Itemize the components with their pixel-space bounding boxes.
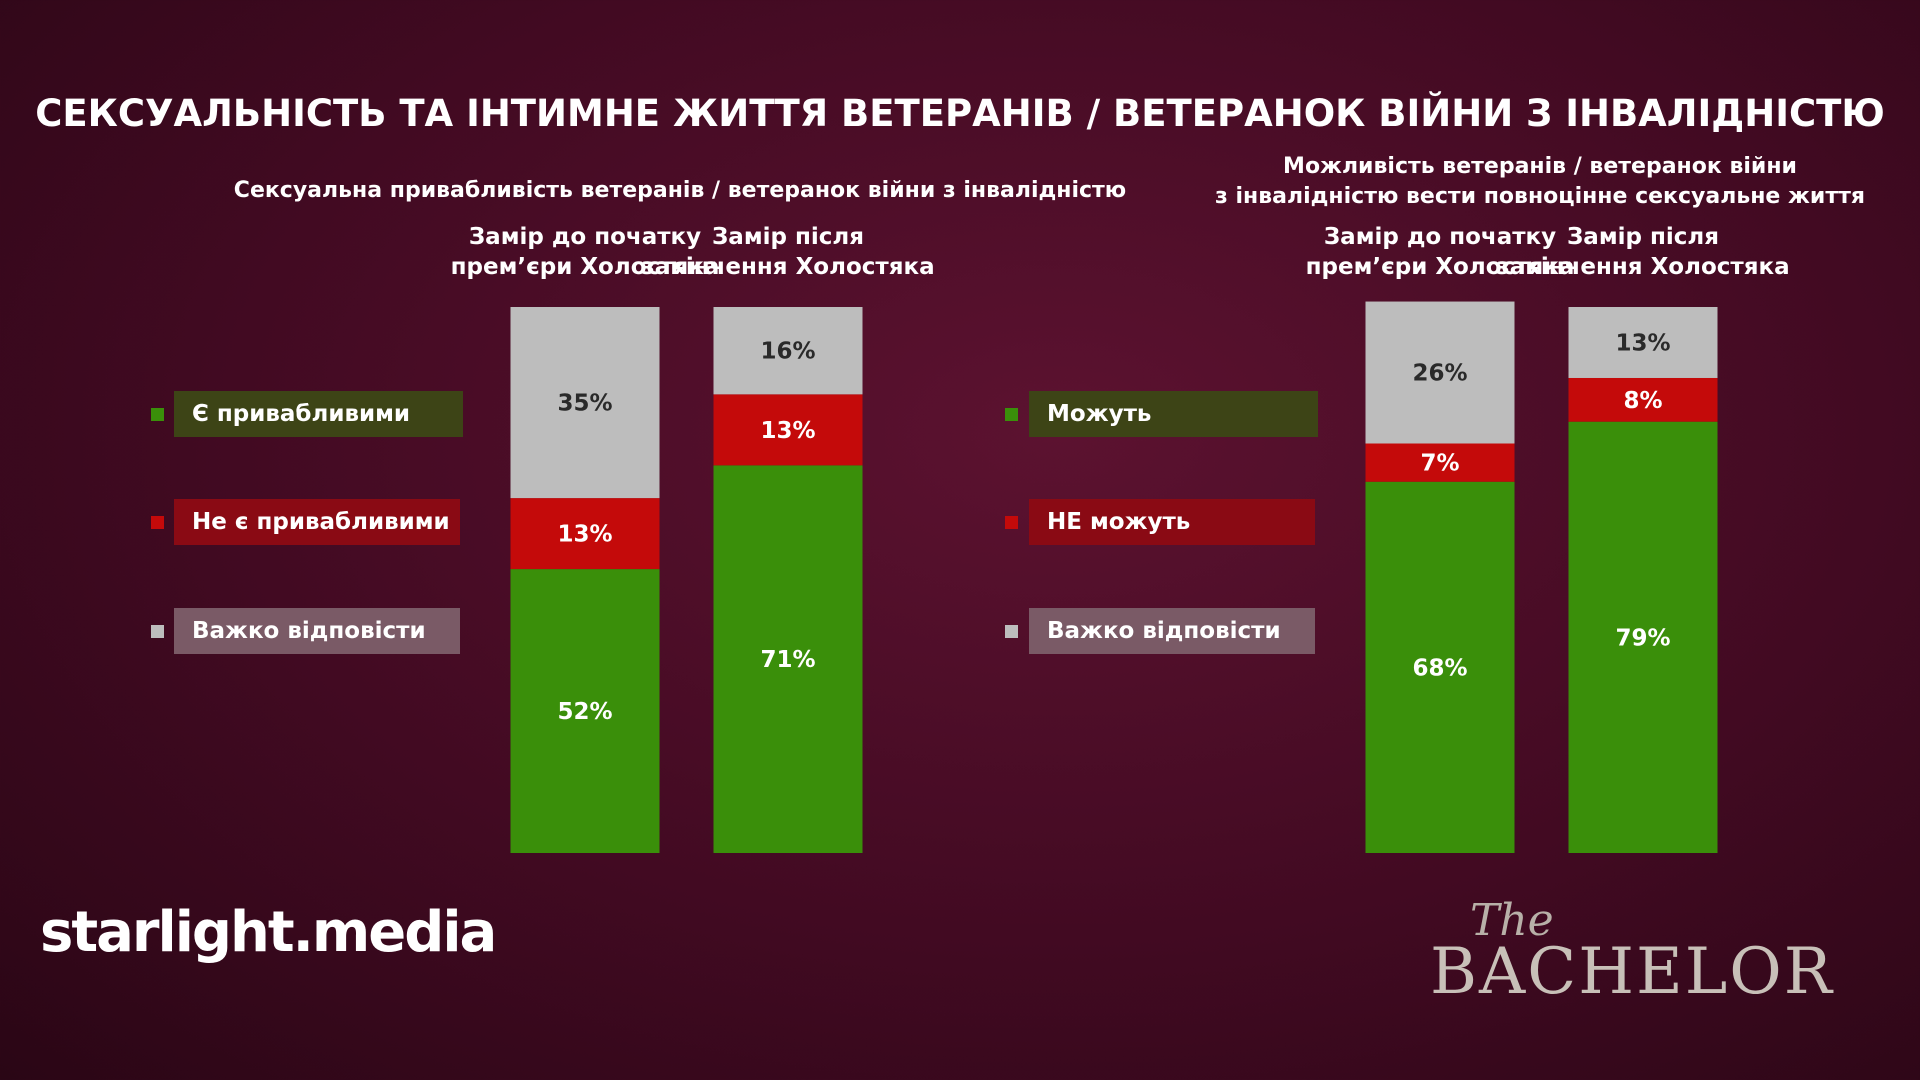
bar-segment	[510, 498, 660, 570]
data-label: 7%	[1420, 451, 1459, 477]
data-label: 79%	[1615, 625, 1670, 651]
bar-segment	[1365, 443, 1515, 482]
brand-show: BACHELOR	[1430, 935, 1834, 1009]
legend-label: НЕ можуть	[1029, 499, 1315, 545]
data-label: 8%	[1623, 388, 1662, 414]
data-label: 68%	[1412, 655, 1467, 681]
bar-segment	[713, 307, 863, 395]
legend-swatch	[151, 625, 164, 638]
bar-segment	[1568, 307, 1718, 378]
bar-segment	[1365, 301, 1515, 444]
bar-segment	[1568, 377, 1718, 422]
page-title: СЕКСУАЛЬНІСТЬ ТА ІНТИМНЕ ЖИТТЯ ВЕТЕРАНІВ…	[35, 92, 1885, 135]
data-label: 13%	[760, 418, 815, 444]
brand-logo: starlight.media	[40, 900, 497, 965]
legend-swatch	[151, 516, 164, 529]
data-label: 13%	[1615, 330, 1670, 356]
bar-segment	[510, 569, 660, 853]
data-label: 52%	[557, 699, 612, 725]
bar-segment	[713, 394, 863, 466]
legend-label: Важко відповісти	[174, 608, 460, 654]
legend-swatch	[151, 408, 164, 421]
legend-swatch	[1005, 408, 1018, 421]
legend-label: Є привабливими	[174, 391, 463, 437]
x-tick-label: Замір до початку прем’єри Холостяка	[1305, 224, 1575, 280]
data-label: 71%	[760, 647, 815, 673]
data-label: 16%	[760, 339, 815, 365]
chart-title: Можливість ветеранів / ветеранок війни з…	[1215, 154, 1865, 209]
bar-segment	[1365, 481, 1515, 853]
legend-label: Можуть	[1029, 391, 1318, 437]
x-tick-label: Замір після закінчення Холостяка	[1496, 224, 1790, 280]
legend-swatch	[1005, 516, 1018, 529]
bar-segment	[510, 307, 660, 499]
chart-title: Сексуальна привабливість ветеранів / вет…	[233, 178, 1127, 203]
x-tick-label: Замір до початку прем’єри Холостяка	[450, 224, 720, 280]
x-tick-label: Замір після закінчення Холостяка	[641, 224, 935, 280]
data-label: 13%	[557, 522, 612, 548]
legend-label: Важко відповісти	[1029, 608, 1315, 654]
bar-segment	[713, 465, 863, 853]
brand-small: The	[1470, 895, 1554, 946]
legend-swatch	[1005, 625, 1018, 638]
data-label: 26%	[1412, 361, 1467, 387]
legend-label: Не є привабливими	[174, 499, 460, 545]
bar-segment	[1568, 421, 1718, 853]
data-label: 35%	[557, 391, 612, 417]
